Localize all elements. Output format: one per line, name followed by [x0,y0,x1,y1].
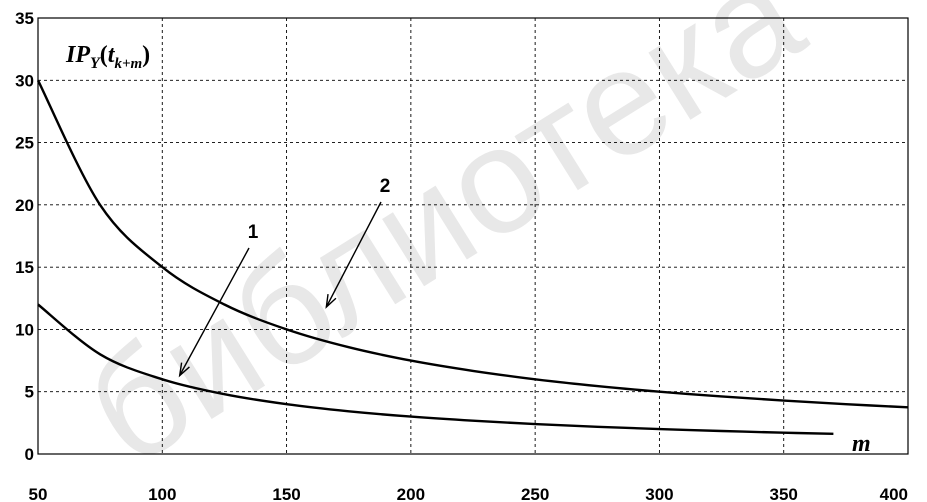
annotation-arrowhead-2 [325,294,337,309]
y-tick-label: 25 [15,134,34,153]
x-tick-label: 350 [770,485,798,502]
x-tick-label: 150 [272,485,300,502]
x-tick-label: 300 [645,485,673,502]
annotation-label-1: 1 [248,222,259,243]
y-tick-label: 30 [15,71,34,90]
annotation-label-bg [376,172,396,198]
tick-labels: 50 100 150 200 250 300 350 400 0 5 10 15 20 25 30 35 [15,9,908,502]
y-tick-label: 0 [25,445,34,464]
y-tick-label: 35 [15,9,34,28]
x-tick-label: 100 [148,485,176,502]
plot-frame [37,17,909,455]
x-tick-label: 250 [521,485,549,502]
series-line-1 [37,303,834,435]
annotation-arrow-1 [179,247,250,376]
x-tick-label: 50 [29,485,48,502]
annotation-arrowhead-1 [178,362,190,378]
annotation-label-2: 2 [380,176,391,197]
annotations: 12 [178,172,396,378]
watermark: библиотека [58,0,829,497]
annotation-arrow-2 [325,201,382,308]
x-axis-label: m [852,431,871,457]
annotation-label-bg [244,218,264,244]
y-tick-label: 5 [25,383,34,402]
series-group [36,79,909,435]
series-line-2 [36,79,909,409]
grid [38,18,908,454]
x-tick-label: 200 [397,485,425,502]
y-tick-label: 20 [15,196,34,215]
y-axis-label: IPY(tk+m) [65,42,150,72]
y-tick-label: 15 [15,258,34,277]
y-tick-label: 10 [15,320,34,339]
x-tick-label: 400 [880,485,908,502]
